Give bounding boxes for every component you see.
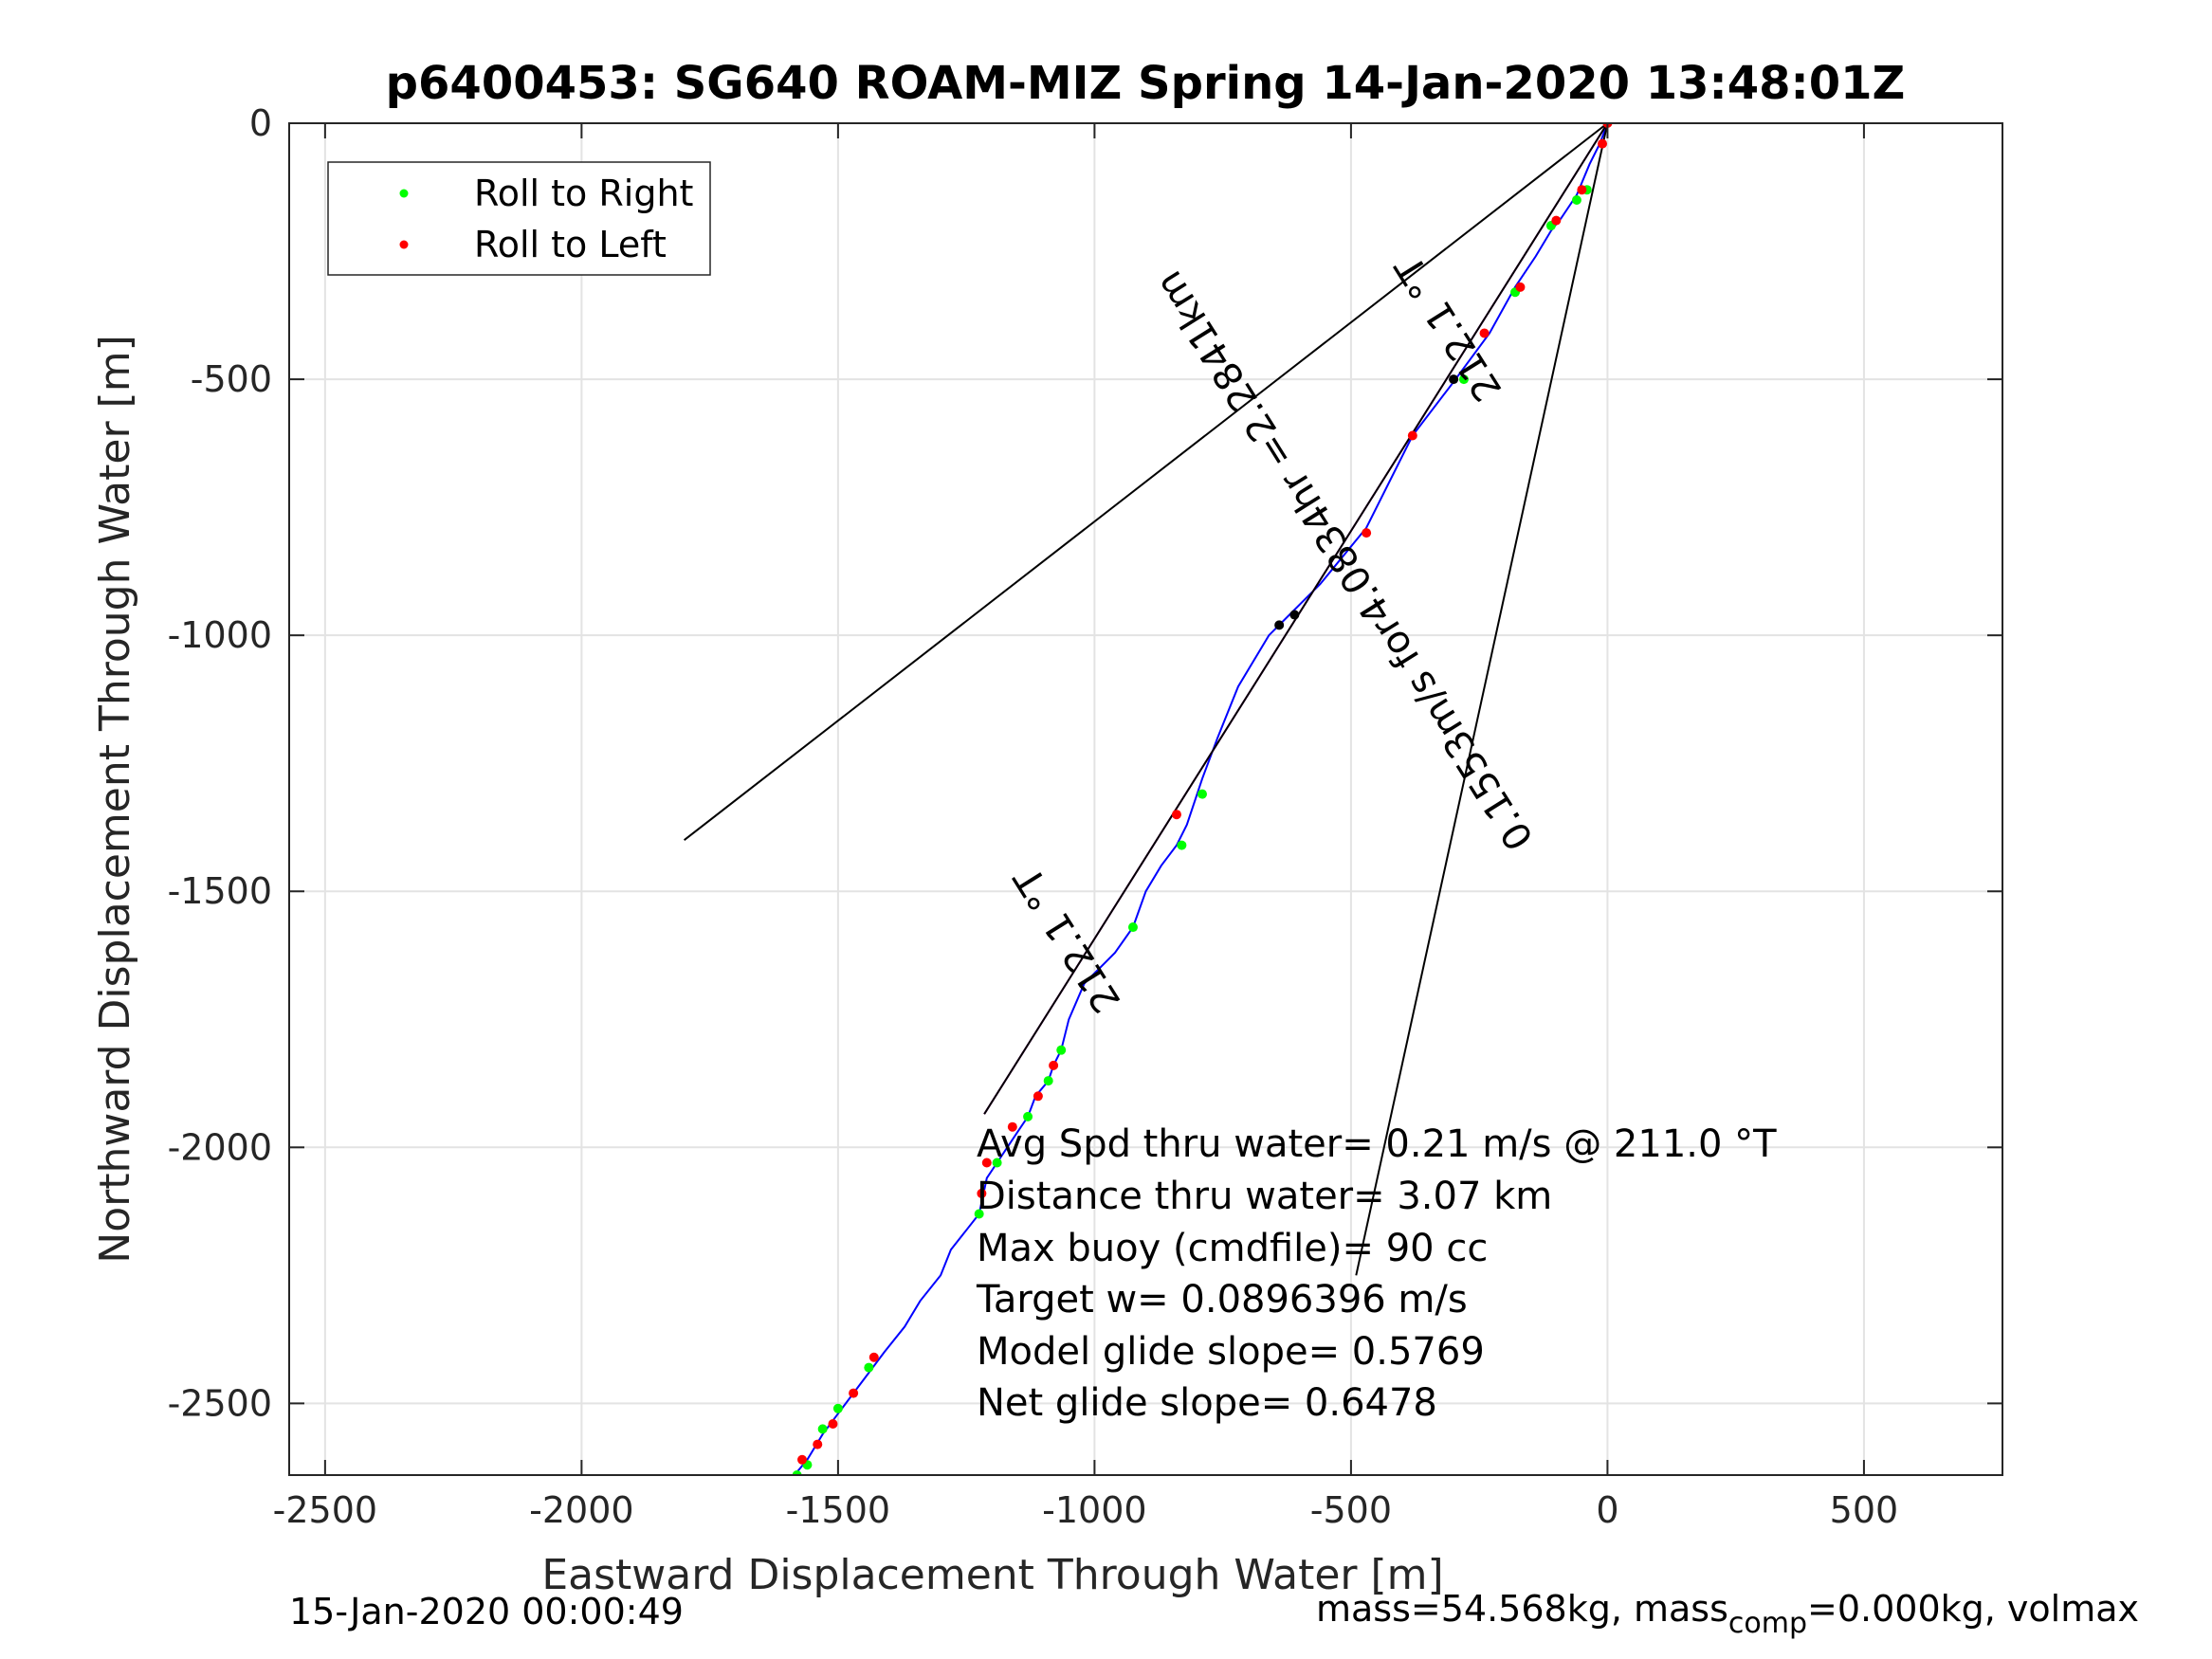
annotation-net-glide: Net glide slope= 0.6478: [977, 1381, 1437, 1425]
footer-mass-part2: =0.000kg, volmax: [1807, 1588, 2139, 1630]
point-roll-right: [1023, 1111, 1033, 1121]
tick-labels: -2500 -2000 -1500 -1000 -500 0 500 0 -500 -1000 -1…: [168, 102, 1899, 1531]
x-axis-label: Eastward Displacement Through Water [m]: [541, 1551, 1443, 1599]
point-roll-left: [981, 1158, 992, 1168]
point-roll-left: [849, 1388, 859, 1398]
legend-label-roll-left: Roll to Left: [474, 224, 667, 265]
y-tick-label: -2500: [168, 1382, 272, 1424]
axes-background: [289, 123, 2002, 1475]
series-reference-line-1: [683, 123, 1609, 841]
y-tick-label: -1500: [168, 870, 272, 912]
point-roll-right: [1043, 1076, 1053, 1086]
point-roll-right: [792, 1470, 802, 1475]
point-roll-right: [817, 1424, 828, 1434]
point-dive-marks: [1274, 620, 1285, 630]
point-roll-left: [1407, 430, 1417, 441]
point-roll-left: [977, 1188, 987, 1198]
plot-markers: [792, 123, 1613, 1475]
x-tick-label: -2000: [529, 1489, 633, 1531]
point-roll-left: [1033, 1091, 1043, 1102]
x-tick-label: -2500: [273, 1489, 377, 1531]
point-roll-left: [1598, 138, 1608, 149]
series-reference-line-3: [1355, 123, 1609, 1276]
point-roll-right: [832, 1403, 843, 1413]
point-roll-right: [1458, 374, 1469, 385]
annotation-avg-speed: Avg Spd thru water= 0.21 m/s @ 211.0 °T: [977, 1122, 1777, 1166]
footer-timestamp: 15-Jan-2020 00:00:49: [289, 1591, 684, 1632]
legend-label-roll-right: Roll to Right: [474, 173, 693, 214]
point-roll-right: [1197, 789, 1208, 799]
legend-marker-roll-right: [399, 189, 409, 198]
point-roll-left: [1007, 1121, 1017, 1132]
annotation-distance: Distance thru water= 3.07 km: [977, 1175, 1552, 1218]
point-roll-left: [1479, 328, 1490, 338]
y-tick-label: -1000: [168, 614, 272, 656]
point-roll-left: [1049, 1060, 1059, 1070]
point-roll-right: [1177, 840, 1187, 850]
point-roll-left: [1515, 282, 1526, 292]
annotation-max-buoy: Max buoy (cmdfile)= 90 cc: [977, 1227, 1488, 1270]
x-tick-label: -1500: [786, 1489, 890, 1531]
y-tick-label: -2000: [168, 1126, 272, 1168]
point-roll-left: [1551, 215, 1562, 226]
y-tick-label: 0: [249, 102, 272, 144]
axes-box: [288, 122, 2003, 1476]
footer-mass-part1: mass=54.568kg, mass: [1316, 1588, 1728, 1630]
x-tick-label: 500: [1830, 1489, 1899, 1531]
annotation-model-glide: Model glide slope= 0.5769: [977, 1330, 1485, 1374]
point-roll-left: [813, 1439, 823, 1449]
legend-box: [327, 161, 711, 276]
point-roll-left: [828, 1418, 838, 1429]
legend-marker-roll-left: [399, 240, 409, 249]
point-roll-left: [868, 1352, 879, 1362]
point-roll-right: [1127, 922, 1138, 933]
x-tick-label: 0: [1596, 1489, 1618, 1531]
point-roll-right: [1571, 195, 1581, 206]
legend: Roll to Right Roll to Left: [327, 161, 711, 276]
x-tick-label: -1000: [1042, 1489, 1146, 1531]
chart-title: p6400453: SG640 ROAM-MIZ Spring 14-Jan-2…: [386, 57, 1906, 110]
point-roll-right: [864, 1362, 874, 1373]
annotation-target-w: Target w= 0.0896396 m/s: [976, 1278, 1468, 1322]
x-tick-label: -500: [1310, 1489, 1392, 1531]
point-roll-right: [1056, 1045, 1067, 1055]
point-roll-right: [974, 1209, 984, 1219]
footer-mass-info: mass=54.568kg, masscomp=0.000kg, volmax: [1316, 1588, 2139, 1640]
point-roll-left: [1362, 528, 1372, 538]
y-tick-label: -500: [191, 358, 272, 400]
point-roll-right: [992, 1158, 1002, 1168]
point-roll-left: [1171, 810, 1181, 820]
point-dive-marks: [1289, 610, 1300, 620]
footer-mass-subscript: comp: [1728, 1607, 1807, 1640]
series-track: [794, 123, 1609, 1475]
ticks: [289, 122, 2002, 1475]
point-roll-left: [1577, 185, 1587, 195]
stats-annotations: Avg Spd thru water= 0.21 m/s @ 211.0 °T …: [976, 1122, 1777, 1425]
point-roll-left: [797, 1454, 808, 1465]
y-axis-label: Northward Displacement Through Water [m]: [91, 335, 139, 1263]
point-dive-marks: [1449, 374, 1459, 385]
